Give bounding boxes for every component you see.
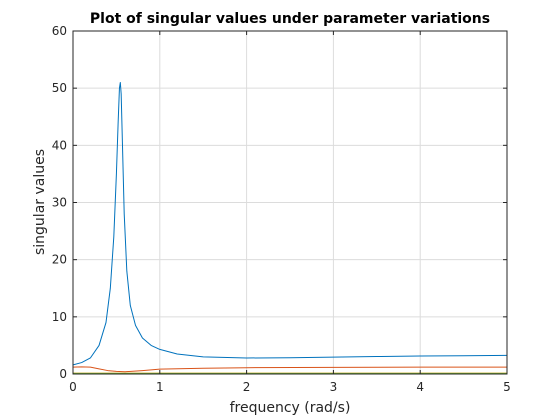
chart-title: Plot of singular values under parameter … [90,11,490,27]
y-tick-label: 60 [52,24,67,38]
x-tick-label: 5 [503,380,511,394]
x-tick-label: 3 [330,380,338,394]
series-line-1 [72,81,508,366]
y-tick-label: 50 [52,81,67,95]
series-lines [72,81,508,374]
x-tick-label: 0 [69,380,77,394]
series-line-2 [72,366,507,373]
x-tick-label: 1 [156,380,164,394]
y-tick-label: 0 [59,367,67,381]
x-axis-label: frequency (rad/s) [230,400,351,416]
x-tick-label: 2 [243,380,251,394]
y-tick-label: 10 [52,310,67,324]
y-tick-label: 20 [52,253,67,267]
x-tick-label: 4 [416,380,424,394]
y-tick-label: 30 [52,196,67,210]
y-tick-label: 40 [52,138,67,152]
y-axis-label: singular values [32,149,48,255]
